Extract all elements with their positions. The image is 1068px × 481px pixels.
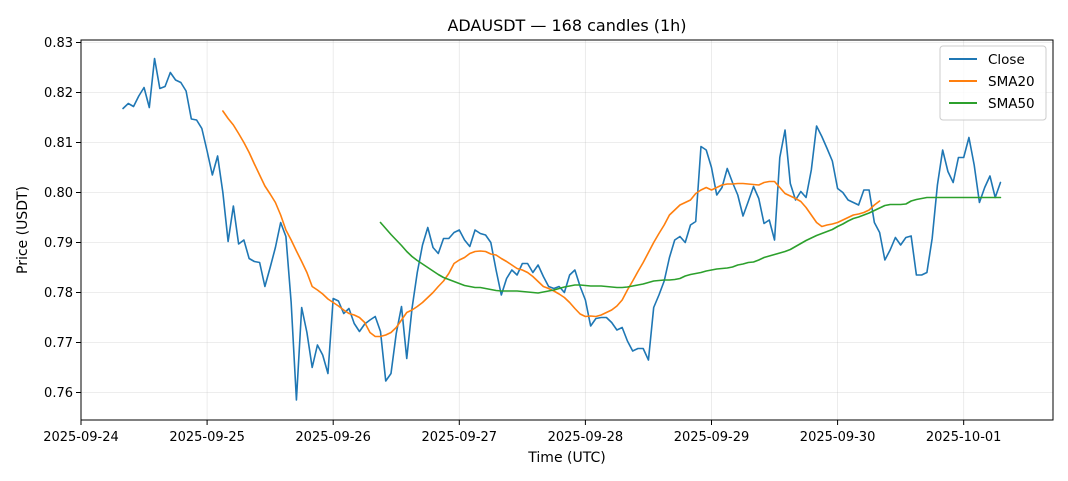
series-line-close	[122, 57, 1002, 401]
x-tick-label: 2025-09-27	[422, 430, 498, 445]
x-tick-label: 2025-09-25	[169, 430, 245, 445]
legend-label-sma50: SMA50	[988, 96, 1035, 112]
chart-title: ADAUSDT — 168 candles (1h)	[447, 16, 686, 35]
y-axis-title: Price (USDT)	[15, 186, 31, 274]
legend-label-close: Close	[988, 52, 1025, 68]
y-tick-label: 0.76	[44, 386, 73, 401]
legend-label-sma20: SMA20	[988, 74, 1035, 90]
x-tick-label: 2025-09-26	[295, 430, 371, 445]
legend: Close SMA20 SMA50	[939, 45, 1047, 121]
y-tick-label: 0.81	[44, 136, 73, 151]
y-tick-label: 0.83	[44, 36, 73, 51]
axes: 2025-09-24 2025-09-25 2025-09-26 2025-09-27…	[43, 36, 1001, 445]
y-tick-label: 0.79	[44, 236, 73, 251]
legend-box	[939, 45, 1047, 121]
y-tick-label: 0.82	[44, 86, 73, 101]
plot-area-frame	[80, 39, 1054, 421]
y-tick-label: 0.80	[44, 186, 73, 201]
x-tick-label: 2025-09-30	[800, 430, 876, 445]
y-tick-label: 0.78	[44, 286, 73, 301]
x-tick-label: 2025-09-28	[548, 430, 624, 445]
x-tick-label: 2025-10-01	[926, 430, 1002, 445]
x-axis-title: Time (UTC)	[527, 450, 605, 466]
series-layer	[122, 57, 1002, 401]
series-line-sma50	[379, 196, 1002, 294]
y-tick-label: 0.77	[44, 336, 73, 351]
x-tick-label: 2025-09-29	[674, 430, 750, 445]
x-tick-label: 2025-09-24	[43, 430, 119, 445]
